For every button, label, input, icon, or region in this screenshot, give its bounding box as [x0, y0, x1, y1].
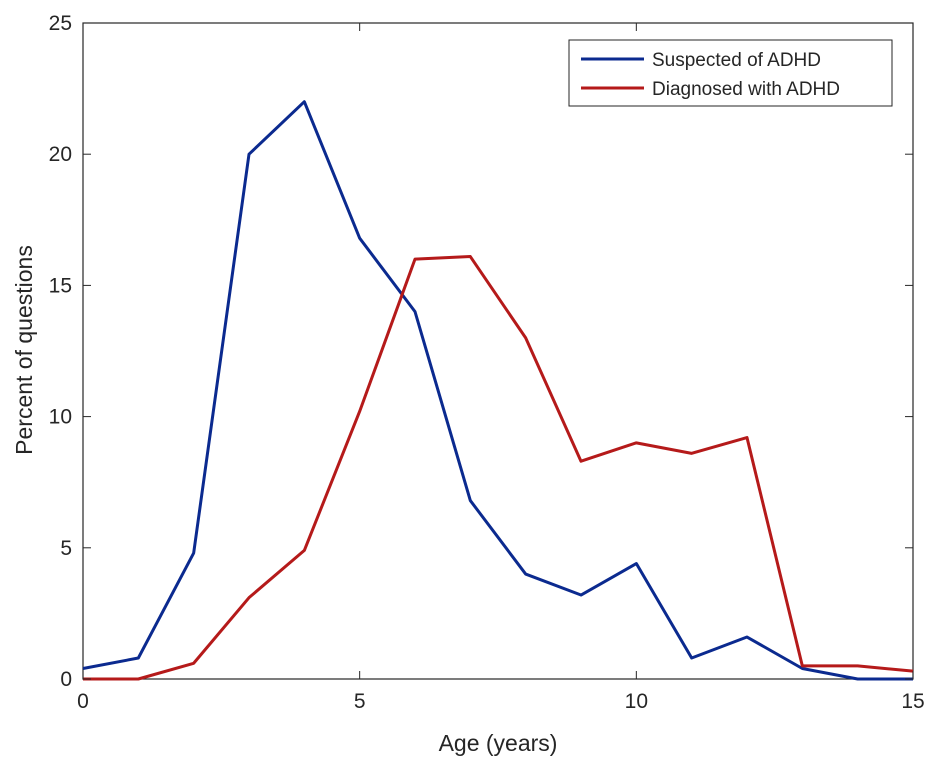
y-tick-label: 25 [49, 12, 72, 35]
plot-area [82, 22, 914, 680]
ticks-layer: 0 5 10 15 0 5 10 15 20 25 [49, 12, 925, 713]
x-tick-label: 0 [77, 690, 89, 713]
legend-label-2: Diagnosed with ADHD [652, 79, 840, 100]
legend-label-1: Suspected of ADHD [652, 50, 821, 71]
legend-box [568, 39, 893, 107]
y-tick-label: 20 [49, 143, 72, 166]
series-layer [82, 100, 914, 681]
y-tick-label: 15 [49, 274, 72, 297]
x-tick-label: 10 [625, 690, 648, 713]
axes-box [82, 22, 914, 680]
y-tick-label: 10 [49, 406, 72, 429]
x-tick-label: 5 [354, 690, 366, 713]
series-line-2 [83, 255, 914, 681]
x-tick-label: 15 [901, 690, 924, 713]
x-axis-title: Age (years) [439, 730, 558, 756]
y-axis-title: Percent of questions [11, 245, 37, 455]
legend: Suspected of ADHD Diagnosed with ADHD [568, 39, 893, 107]
series-line-1 [82, 100, 913, 681]
y-tick-label: 0 [60, 668, 72, 691]
y-tick-label: 5 [60, 537, 72, 560]
